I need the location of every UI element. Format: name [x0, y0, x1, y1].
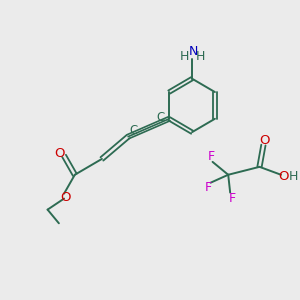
- Text: H: H: [179, 50, 189, 63]
- Text: O: O: [259, 134, 270, 147]
- Text: O: O: [54, 147, 64, 161]
- Text: H: H: [289, 170, 298, 183]
- Text: O: O: [60, 191, 70, 204]
- Text: N: N: [188, 45, 198, 58]
- Text: O: O: [279, 170, 289, 183]
- Text: C: C: [156, 111, 164, 124]
- Text: C: C: [130, 124, 138, 137]
- Text: H: H: [196, 50, 206, 63]
- Text: F: F: [208, 150, 215, 164]
- Text: F: F: [229, 192, 236, 205]
- Text: F: F: [205, 181, 212, 194]
